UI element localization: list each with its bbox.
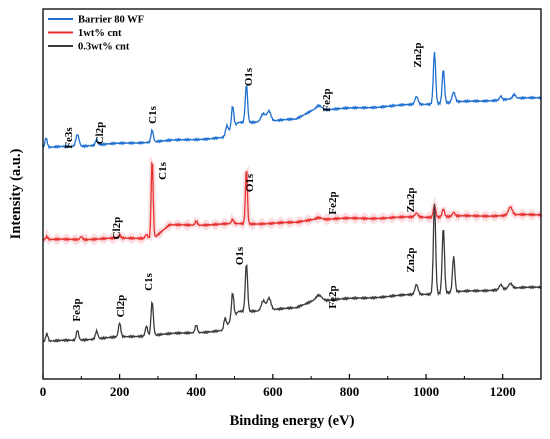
peak-label: Zn2p bbox=[405, 187, 417, 212]
series-line bbox=[42, 51, 542, 150]
legend-label: 0.3wt% cnt bbox=[78, 42, 130, 53]
x-tick-label: 1000 bbox=[413, 384, 439, 399]
plot-frame bbox=[42, 8, 542, 380]
peak-label: O1s bbox=[234, 246, 246, 265]
legend: Barrier 80 WF 1wt% cnt 0.3wt% cnt bbox=[48, 15, 144, 53]
peak-label: Cl2p bbox=[94, 122, 106, 145]
legend-label: Barrier 80 WF bbox=[78, 15, 144, 26]
peak-label: C1s bbox=[143, 272, 155, 290]
peak-label: Zn2p bbox=[405, 247, 417, 272]
x-tick-label: 1200 bbox=[490, 384, 516, 399]
x-tick-label: 200 bbox=[110, 384, 130, 399]
series-line bbox=[42, 161, 542, 242]
peak-label: C1s bbox=[147, 105, 159, 123]
x-tick-layer: 0 200 400 600 800 1000 1200 bbox=[40, 374, 516, 399]
x-tick-label: 800 bbox=[340, 384, 360, 399]
peak-label: Cl2p bbox=[115, 295, 127, 318]
peak-label: Fe2p bbox=[321, 88, 333, 111]
x-tick-label: 400 bbox=[186, 384, 206, 399]
peak-label: Cl2p bbox=[111, 217, 123, 240]
peak-label: Zn2p bbox=[412, 42, 424, 67]
peak-label-layer: Fe3s Cl2p C1s O1s Fe2p Zn2p Cl2p C1s O1s Fe2p Zn2p… bbox=[63, 42, 424, 321]
x-axis-label: Binding energy (eV) bbox=[230, 413, 355, 429]
peak-label: Fe3p bbox=[71, 298, 83, 321]
x-tick-label: 600 bbox=[263, 384, 283, 399]
peak-label: Fe2p bbox=[327, 285, 339, 308]
peak-label: Fe2p bbox=[327, 191, 339, 214]
series-layer bbox=[42, 51, 544, 343]
peak-label: Fe3s bbox=[63, 127, 75, 149]
peak-label: C1s bbox=[157, 161, 169, 179]
legend-label: 1wt% cnt bbox=[78, 28, 122, 39]
peak-label: O1s bbox=[243, 67, 255, 86]
series-line bbox=[42, 203, 542, 343]
x-tick-label: 0 bbox=[40, 384, 47, 399]
y-axis-label: Intensity (a.u.) bbox=[8, 149, 24, 240]
peak-label: O1s bbox=[244, 173, 256, 192]
